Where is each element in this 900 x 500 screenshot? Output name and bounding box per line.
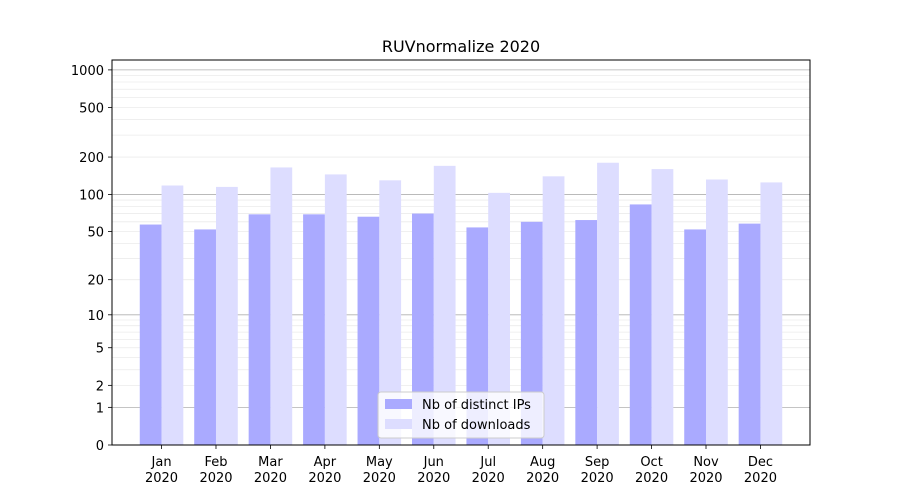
chart-title: RUVnormalize 2020	[382, 37, 540, 56]
bar-downloads	[215, 186, 238, 445]
bar-distinct-ips	[357, 216, 380, 445]
x-tick-label: Mar	[258, 455, 283, 470]
x-tick-label: Dec	[748, 455, 773, 470]
bar-downloads	[597, 162, 619, 446]
bars-layer	[139, 162, 783, 446]
legend-label: Nb of downloads	[422, 418, 531, 433]
x-tick-label: Aug	[530, 455, 555, 470]
x-tick-label: 2020	[744, 471, 777, 486]
bar-downloads	[706, 179, 728, 446]
bar-downloads	[488, 192, 511, 445]
x-tick-label: 2020	[526, 471, 559, 486]
y-tick-label: 500	[79, 101, 104, 116]
bar-downloads	[270, 167, 293, 445]
bar-downloads	[324, 174, 347, 445]
x-tick-label: Jul	[479, 455, 496, 470]
bar-distinct-ips	[520, 221, 543, 445]
bar-downloads	[161, 185, 184, 445]
y-tick-label: 200	[79, 151, 104, 166]
x-tick-label: 2020	[635, 471, 668, 486]
bar-distinct-ips	[303, 214, 325, 445]
bar-distinct-ips	[466, 227, 489, 445]
legend-swatch	[385, 399, 412, 409]
y-tick-label: 2	[96, 379, 104, 394]
y-tick-label: 50	[87, 226, 104, 241]
x-tick-label: Feb	[204, 455, 227, 470]
bar-distinct-ips	[575, 220, 598, 445]
bar-downloads	[760, 182, 783, 445]
legend-box	[377, 391, 545, 439]
x-tick-label: 2020	[308, 471, 341, 486]
bar-distinct-ips	[411, 213, 434, 445]
x-tick-label: Nov	[693, 455, 719, 470]
y-tick-label: 5	[96, 342, 104, 357]
legend-label: Nb of distinct IPs	[422, 398, 531, 413]
y-axis: 0 1 2 5 10 20 50 100 200 500 1000	[71, 64, 112, 454]
bar-distinct-ips	[248, 214, 271, 445]
y-tick-label: 10	[87, 309, 104, 324]
y-tick-label: 0	[96, 439, 104, 454]
bar-downloads	[379, 180, 402, 445]
x-tick-label: 2020	[472, 471, 505, 486]
y-tick-label: 20	[87, 274, 104, 289]
x-tick-label: May	[366, 455, 393, 470]
x-tick-label: Oct	[640, 455, 662, 470]
bar-distinct-ips	[684, 229, 707, 445]
y-tick-label: 100	[79, 188, 104, 203]
bar-downloads	[433, 165, 456, 446]
x-tick-label: Sep	[585, 455, 610, 470]
x-tick-label: 2020	[254, 471, 287, 486]
bar-distinct-ips	[139, 224, 162, 445]
plot-frame	[111, 59, 811, 446]
bar-distinct-ips	[738, 223, 761, 445]
bar-downloads	[651, 169, 674, 445]
x-tick-label: 2020	[689, 471, 722, 486]
y-tick-label: 1000	[71, 64, 104, 79]
legend-swatch	[385, 419, 412, 429]
x-tick-label: 2020	[581, 471, 614, 486]
x-tick-label: Jan	[151, 455, 172, 470]
x-tick-label: Jun	[423, 455, 444, 470]
bar-downloads	[542, 176, 565, 445]
bar-distinct-ips	[194, 229, 216, 445]
x-tick-label: 2020	[363, 471, 396, 486]
x-tick-label: 2020	[417, 471, 450, 486]
bar-distinct-ips	[629, 204, 652, 445]
x-tick-label: 2020	[199, 471, 232, 486]
x-tick-label: Apr	[314, 455, 337, 470]
x-axis: Jan2020Feb2020Mar2020Apr2020May2020Jun20…	[145, 445, 777, 486]
y-tick-label: 1	[96, 401, 104, 416]
legend: Nb of distinct IPs Nb of downloads	[377, 391, 545, 439]
x-tick-label: 2020	[145, 471, 178, 486]
